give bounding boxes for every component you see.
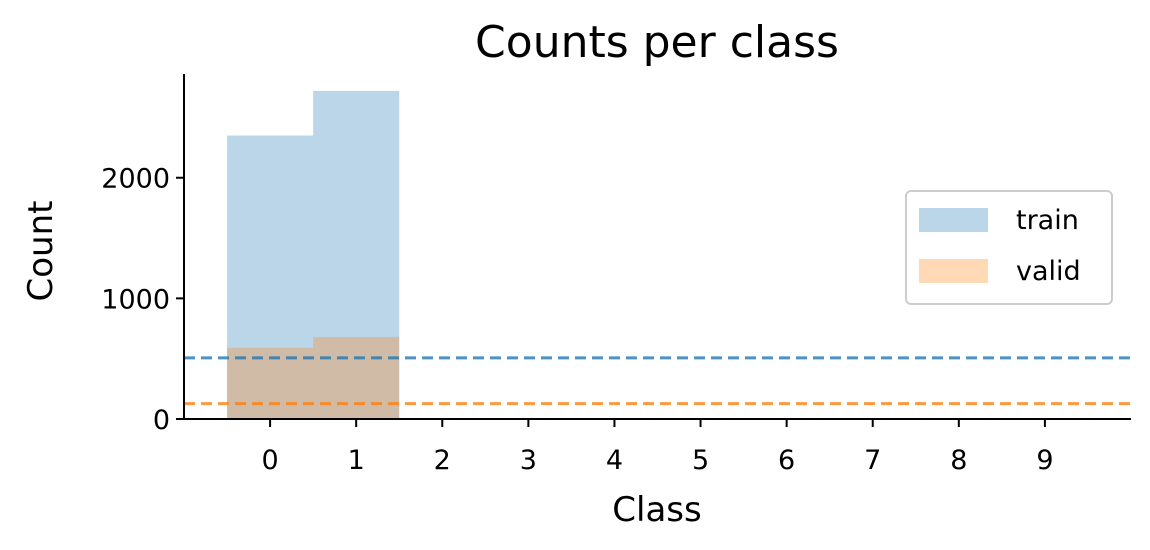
legend: train valid [905, 190, 1113, 305]
y-tick-label-0: 0 [153, 405, 170, 436]
bar-valid-1 [313, 336, 400, 419]
bar-train-0 [227, 135, 314, 419]
y-tick-label-1000: 1000 [101, 284, 170, 315]
bar-valid-0 [227, 347, 314, 419]
bars-layer [227, 90, 400, 419]
x-tick-label-4: 4 [606, 445, 623, 476]
legend-label-valid: valid [1016, 256, 1081, 287]
x-tick-label-8: 8 [950, 445, 967, 476]
legend-label-train: train [1016, 205, 1079, 236]
y-tick-label-2000: 2000 [101, 164, 170, 195]
x-tick-label-0: 0 [261, 445, 278, 476]
x-ticks-layer: 0 1 2 3 4 5 6 7 8 9 [261, 419, 1054, 476]
legend-frame [905, 190, 1113, 305]
bar-train-1 [313, 90, 400, 419]
x-tick-label-5: 5 [692, 445, 709, 476]
legend-swatch-valid [919, 259, 988, 283]
x-tick-label-9: 9 [1036, 445, 1053, 476]
x-tick-label-2: 2 [434, 445, 451, 476]
reference-lines-layer [184, 356, 1131, 406]
chart-title: Counts per class [475, 17, 839, 68]
x-tick-label-7: 7 [864, 445, 881, 476]
x-axis-label: Class [612, 490, 701, 530]
x-tick-label-6: 6 [778, 445, 795, 476]
x-tick-label-1: 1 [348, 445, 365, 476]
legend-swatch-train [919, 208, 988, 232]
y-ticks-layer: 0 1000 2000 [101, 164, 184, 436]
x-tick-label-3: 3 [520, 445, 537, 476]
y-axis-label: Count [21, 201, 61, 302]
